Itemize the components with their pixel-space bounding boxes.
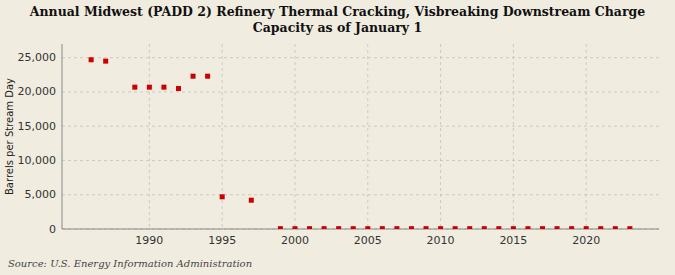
x-grid-line — [149, 44, 150, 229]
point — [161, 85, 166, 90]
x-tick-label: 2020 — [572, 234, 600, 247]
x-grid-line — [367, 44, 368, 229]
y-grid-line — [62, 126, 659, 127]
y-tick-label: 20,000 — [18, 85, 57, 98]
x-grid-line — [294, 44, 295, 229]
background — [0, 0, 675, 275]
x-grid-line — [222, 44, 223, 229]
point — [147, 85, 152, 90]
chart-container: 0 5,000 10,000 15,000 20,000 25,000 1990 1995 20… — [0, 0, 675, 275]
title-line: Capacity as of January 1 — [253, 20, 422, 35]
point — [176, 86, 181, 91]
y-axis-line — [62, 44, 63, 229]
point — [89, 57, 94, 62]
y-tick-label: 0 — [49, 223, 56, 236]
y-tick-label: 5,000 — [25, 188, 57, 201]
point — [555, 226, 560, 229]
point — [103, 59, 108, 64]
point — [438, 226, 443, 229]
point — [132, 85, 137, 90]
y-tick-label: 15,000 — [18, 120, 57, 133]
point — [569, 226, 574, 229]
y-axis-label: Barrels per Stream Day — [4, 78, 15, 195]
y-grid-line — [62, 194, 659, 195]
point — [627, 226, 632, 229]
point — [292, 226, 297, 229]
points — [89, 57, 633, 229]
point — [482, 226, 487, 229]
point — [525, 226, 530, 229]
x-tick-label: 1990 — [135, 234, 163, 247]
point — [598, 226, 603, 229]
point — [307, 226, 312, 229]
grid — [62, 44, 659, 229]
point — [380, 226, 385, 229]
point — [394, 226, 399, 229]
point — [613, 226, 618, 229]
point — [220, 194, 225, 199]
point — [453, 226, 458, 229]
point — [191, 74, 196, 79]
point — [205, 74, 210, 79]
point — [336, 226, 341, 229]
x-grid-line — [440, 44, 441, 229]
point — [511, 226, 516, 229]
point — [584, 226, 589, 229]
x-grid-line — [513, 44, 514, 229]
point — [322, 226, 327, 229]
x-tick-label: 2000 — [281, 234, 309, 247]
y-grid-line — [62, 91, 659, 92]
x-tick-label: 2015 — [499, 234, 527, 247]
point — [365, 226, 370, 229]
axes: 0 5,000 10,000 15,000 20,000 25,000 1990 1995 20… — [18, 44, 660, 247]
y-grid-line — [62, 57, 659, 58]
title-line: Annual Midwest (PADD 2) Refinery Thermal… — [29, 4, 645, 19]
point — [351, 226, 356, 229]
x-tick-label: 2010 — [427, 234, 455, 247]
x-tick-label: 1995 — [208, 234, 236, 247]
point — [278, 226, 283, 229]
y-grid-line — [62, 160, 659, 161]
y-tick-label: 25,000 — [18, 51, 57, 64]
point — [467, 226, 472, 229]
title: Annual Midwest (PADD 2) Refinery Thermal… — [29, 4, 645, 35]
point — [496, 226, 501, 229]
x-tick-label: 2005 — [354, 234, 382, 247]
point — [424, 226, 429, 229]
point — [249, 198, 254, 203]
source-note: Source: U.S. Energy Information Administ… — [8, 258, 252, 269]
y-tick-label: 10,000 — [18, 154, 57, 167]
point — [409, 226, 414, 229]
x-grid-line — [586, 44, 587, 229]
chart-svg: 0 5,000 10,000 15,000 20,000 25,000 1990 1995 20… — [0, 0, 675, 275]
point — [540, 226, 545, 229]
